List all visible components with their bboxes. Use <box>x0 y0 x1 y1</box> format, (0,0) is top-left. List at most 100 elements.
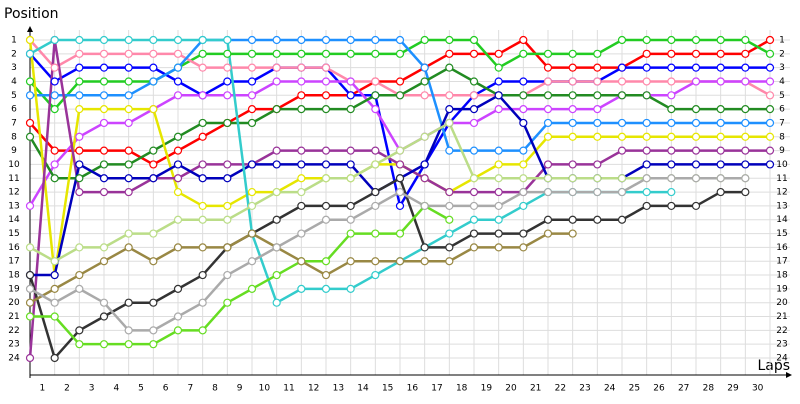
position-marker <box>272 35 281 45</box>
y-tick-label: 15 <box>8 229 19 239</box>
position-marker <box>297 187 306 197</box>
position-marker <box>25 353 35 363</box>
x-tick-label: 14 <box>357 384 369 394</box>
position-marker <box>420 63 429 72</box>
position-marker <box>173 174 183 183</box>
position-marker <box>593 187 602 197</box>
position-marker <box>99 243 109 252</box>
position-marker <box>667 118 676 128</box>
y-tick-label-right: 17 <box>776 257 787 267</box>
position-marker <box>543 49 553 58</box>
position-marker <box>371 257 380 266</box>
position-marker <box>297 160 306 169</box>
position-marker <box>99 257 109 266</box>
position-marker <box>371 49 380 58</box>
x-tick-label: 28 <box>703 384 715 394</box>
position-marker <box>667 174 676 183</box>
position-marker <box>642 146 651 155</box>
position-marker <box>395 257 405 266</box>
position-marker <box>149 63 158 72</box>
position-marker <box>321 215 331 224</box>
position-marker <box>198 118 207 128</box>
position-marker <box>25 284 35 293</box>
position-marker <box>543 132 553 141</box>
position-marker <box>617 118 627 128</box>
position-marker <box>173 63 183 72</box>
position-marker <box>494 146 503 155</box>
position-marker <box>247 229 257 238</box>
position-marker <box>223 201 232 211</box>
position-marker <box>247 105 257 114</box>
position-marker <box>75 187 84 197</box>
position-marker <box>99 340 109 349</box>
position-marker <box>617 146 627 155</box>
position-marker <box>642 187 651 197</box>
position-marker <box>25 118 35 128</box>
position-marker <box>371 105 380 114</box>
position-marker <box>247 35 257 45</box>
x-tick-label: 22 <box>555 384 566 394</box>
position-marker <box>642 132 651 141</box>
position-marker <box>765 63 775 72</box>
position-marker <box>198 215 207 224</box>
position-marker <box>593 118 602 128</box>
x-tick-label: 24 <box>604 384 616 394</box>
position-marker <box>494 77 503 86</box>
position-marker <box>149 340 158 349</box>
position-marker <box>445 257 454 266</box>
position-marker <box>297 49 306 58</box>
y-tick-label-right: 22 <box>776 326 787 336</box>
position-marker <box>75 132 84 141</box>
position-marker <box>297 174 306 183</box>
position-marker <box>99 91 109 100</box>
position-marker <box>445 187 454 197</box>
position-marker <box>173 326 183 335</box>
position-marker <box>25 77 35 86</box>
position-marker <box>642 201 651 211</box>
y-tick-label: 12 <box>8 188 19 198</box>
position-marker <box>50 353 59 363</box>
position-marker <box>124 105 133 114</box>
position-marker <box>445 63 454 72</box>
position-marker <box>568 160 577 169</box>
position-marker <box>149 105 158 114</box>
position-marker <box>667 35 676 45</box>
position-marker <box>198 63 207 72</box>
y-tick-label-right: 23 <box>776 340 787 350</box>
position-marker <box>173 215 183 224</box>
position-marker <box>445 105 454 114</box>
position-marker <box>469 118 479 128</box>
y-tick-label-right: 3 <box>779 63 785 73</box>
y-tick-label: 11 <box>8 174 19 184</box>
position-marker <box>173 91 183 100</box>
y-tick-label: 1 <box>11 36 17 46</box>
position-marker <box>371 77 380 86</box>
position-marker <box>395 160 405 169</box>
position-marker <box>272 160 281 169</box>
position-marker <box>716 146 725 155</box>
position-marker <box>716 105 725 114</box>
position-marker <box>716 63 725 72</box>
position-marker <box>593 77 602 86</box>
position-marker <box>247 257 257 266</box>
y-tick-label-right: 15 <box>776 229 787 239</box>
axis-arrow <box>27 26 33 32</box>
position-marker <box>321 49 331 58</box>
position-marker <box>667 201 676 211</box>
position-marker <box>543 229 553 238</box>
position-marker <box>593 132 602 141</box>
position-marker <box>593 105 602 114</box>
y-tick-label-right: 2 <box>779 49 785 59</box>
y-tick-label: 18 <box>8 271 20 281</box>
position-marker <box>494 160 503 169</box>
y-tick-label-right: 24 <box>776 354 788 364</box>
position-marker <box>124 77 133 86</box>
position-marker <box>124 63 133 72</box>
y-tick-label-right: 5 <box>779 91 785 101</box>
position-marker <box>371 91 380 100</box>
position-marker <box>223 91 232 100</box>
position-marker <box>593 63 602 72</box>
y-tick-label-right: 19 <box>776 284 788 294</box>
position-marker <box>519 35 528 45</box>
position-marker <box>321 257 331 266</box>
